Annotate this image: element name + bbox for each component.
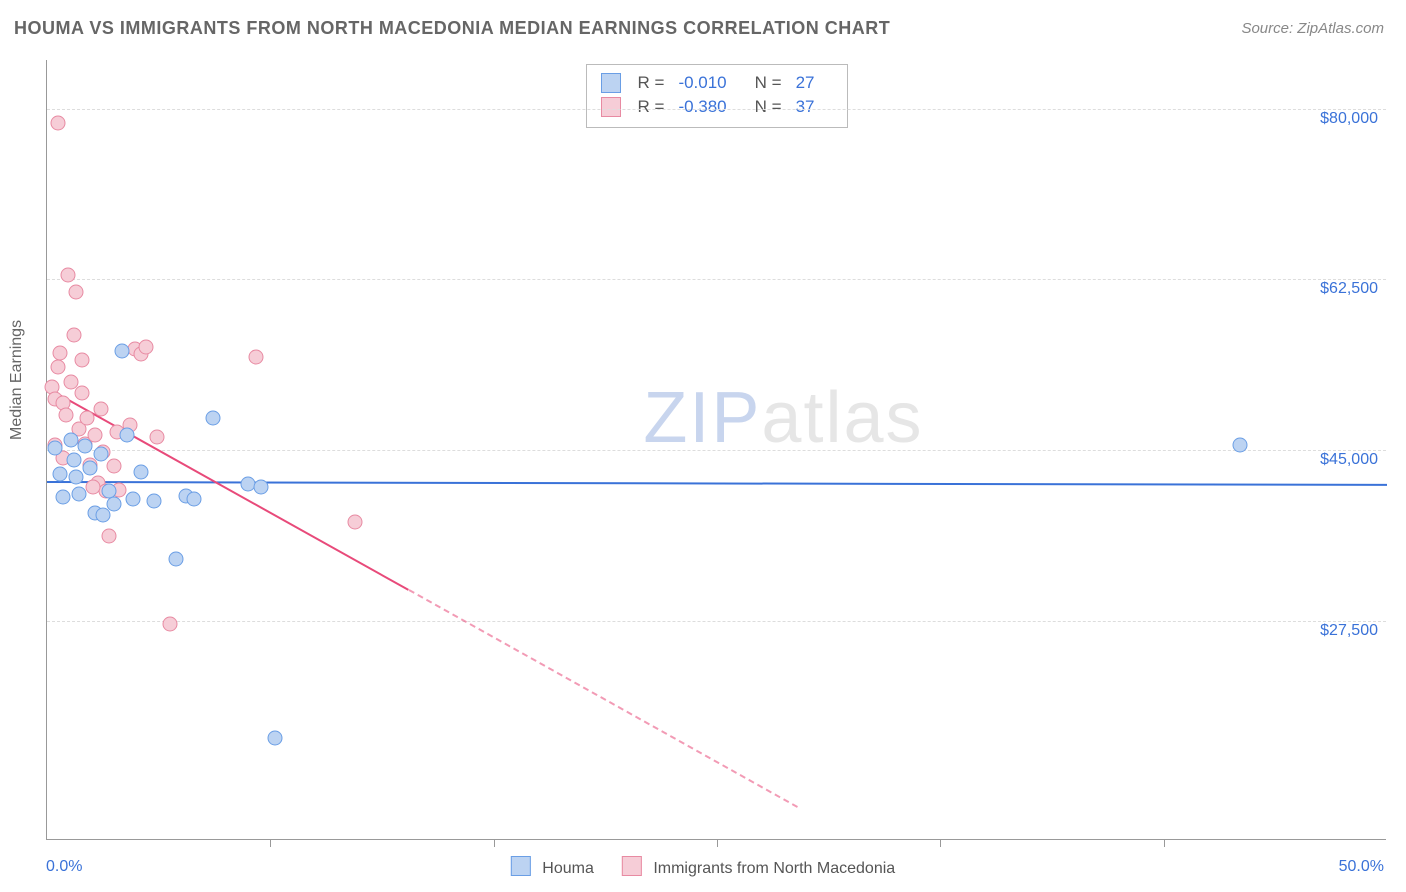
immigrants-n-value: 37: [796, 95, 815, 119]
correlation-chart: HOUMA VS IMMIGRANTS FROM NORTH MACEDONIA…: [0, 0, 1406, 892]
gridline: [47, 450, 1386, 451]
stats-row-immigrants: R = -0.380 N = 37: [601, 95, 833, 119]
stat-n-label: N =: [755, 71, 782, 95]
immigrants-point: [85, 480, 100, 495]
x-tick: [1164, 839, 1165, 847]
houma-point: [187, 491, 202, 506]
houma-point: [107, 496, 122, 511]
immigrants-point: [74, 386, 89, 401]
watermark-zip: ZIP: [643, 378, 761, 458]
immigrants-point: [69, 285, 84, 300]
immigrants-point: [93, 402, 108, 417]
y-tick-label: $80,000: [1320, 110, 1378, 128]
houma-point: [72, 486, 87, 501]
x-tick: [270, 839, 271, 847]
legend-item-immigrants: Immigrants from North Macedonia: [622, 856, 895, 878]
houma-point: [120, 428, 135, 443]
chart-title: HOUMA VS IMMIGRANTS FROM NORTH MACEDONIA…: [14, 18, 890, 39]
x-tick: [717, 839, 718, 847]
houma-point: [267, 730, 282, 745]
houma-point: [133, 465, 148, 480]
immigrants-point: [163, 616, 178, 631]
immigrants-point: [74, 353, 89, 368]
houma-r-value: -0.010: [678, 71, 726, 95]
houma-swatch-icon: [511, 856, 531, 876]
houma-point: [56, 489, 71, 504]
y-tick-label: $45,000: [1320, 451, 1378, 469]
houma-point: [82, 460, 97, 475]
immigrants-point: [348, 515, 363, 530]
gridline: [47, 279, 1386, 280]
immigrants-swatch-icon: [622, 856, 642, 876]
houma-point: [77, 439, 92, 454]
houma-point: [53, 467, 68, 482]
x-tick: [940, 839, 941, 847]
houma-series-label: Houma: [542, 860, 594, 877]
x-tick: [494, 839, 495, 847]
gridline: [47, 621, 1386, 622]
immigrants-point: [66, 327, 81, 342]
source-attribution: Source: ZipAtlas.com: [1241, 20, 1384, 37]
y-tick-label: $62,500: [1320, 280, 1378, 298]
immigrants-point: [53, 345, 68, 360]
plot-area: ZIPatlas R = -0.010 N = 27 R = -0.380 N …: [46, 60, 1386, 840]
houma-swatch-icon: [601, 73, 621, 93]
immigrants-point: [50, 116, 65, 131]
houma-point: [48, 441, 63, 456]
immigrants-trend-dash: [408, 589, 798, 808]
immigrants-swatch-icon: [601, 97, 621, 117]
immigrants-point: [249, 350, 264, 365]
stat-n-label: N =: [755, 95, 782, 119]
houma-point: [147, 493, 162, 508]
houma-point: [96, 508, 111, 523]
gridline: [47, 109, 1386, 110]
watermark: ZIPatlas: [643, 377, 923, 459]
houma-n-value: 27: [796, 71, 815, 95]
houma-point: [168, 552, 183, 567]
stats-row-houma: R = -0.010 N = 27: [601, 71, 833, 95]
houma-point: [254, 480, 269, 495]
houma-point: [125, 491, 140, 506]
houma-point: [93, 446, 108, 461]
immigrants-point: [149, 430, 164, 445]
houma-point: [69, 470, 84, 485]
houma-point: [1232, 438, 1247, 453]
immigrants-point: [50, 360, 65, 375]
immigrants-point: [107, 458, 122, 473]
houma-point: [206, 410, 221, 425]
x-axis-max-label: 50.0%: [1339, 858, 1384, 876]
immigrants-point: [80, 410, 95, 425]
y-tick-label: $27,500: [1320, 622, 1378, 640]
houma-point: [66, 452, 81, 467]
immigrants-point: [101, 528, 116, 543]
y-axis-label: Median Earnings: [8, 320, 26, 440]
immigrants-point: [61, 267, 76, 282]
stat-r-label: R =: [638, 71, 665, 95]
watermark-atlas: atlas: [761, 378, 923, 458]
immigrants-point: [58, 407, 73, 422]
immigrants-r-value: -0.380: [678, 95, 726, 119]
stats-legend: R = -0.010 N = 27 R = -0.380 N = 37: [586, 64, 848, 128]
immigrants-point: [139, 339, 154, 354]
immigrants-series-label: Immigrants from North Macedonia: [653, 860, 895, 877]
stat-r-label: R =: [638, 95, 665, 119]
x-axis-min-label: 0.0%: [46, 858, 82, 876]
houma-point: [115, 343, 130, 358]
series-legend: Houma Immigrants from North Macedonia: [511, 856, 895, 878]
legend-item-houma: Houma: [511, 856, 594, 878]
